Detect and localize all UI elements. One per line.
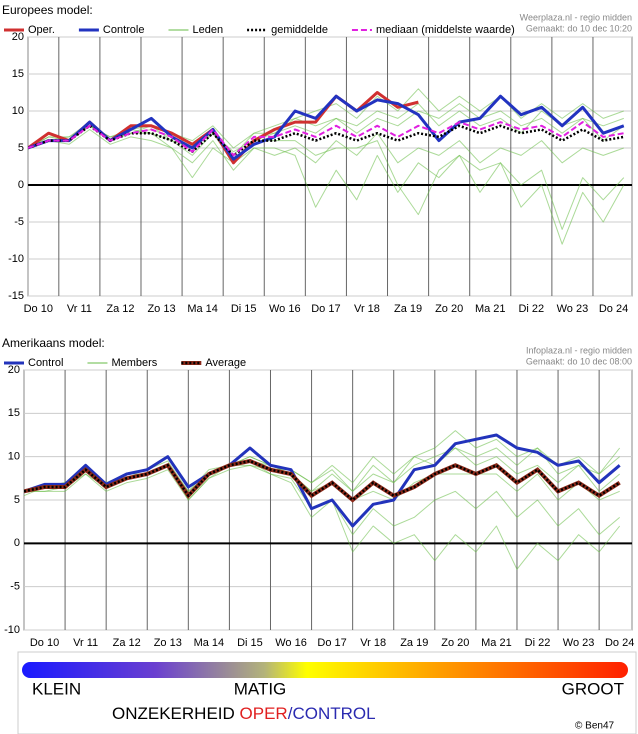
x-tick-label: Za 19 <box>394 303 422 315</box>
line <box>28 129 625 230</box>
y-tick-label: 20 <box>8 364 20 376</box>
y-tick-label: 5 <box>18 142 24 154</box>
x-tick-label: Ma 14 <box>187 303 218 315</box>
high-label: GROOT <box>562 679 624 698</box>
x-tick-label: Za 12 <box>113 637 141 649</box>
x-tick-label: Zo 20 <box>435 303 463 315</box>
y-tick-label: -10 <box>4 624 20 636</box>
x-tick-label: Do 17 <box>311 303 340 315</box>
legend-label: gemiddelde <box>271 24 328 36</box>
y-tick-label: 10 <box>12 105 24 117</box>
x-tick-label: Wo 23 <box>557 303 589 315</box>
legend-label: Control <box>28 357 63 369</box>
plot <box>28 88 625 245</box>
caption-text: ONZEKERHEID <box>112 704 235 723</box>
x-tick-label: Di 15 <box>237 637 263 649</box>
x-tick-label: Ma 21 <box>481 637 512 649</box>
line <box>24 464 620 536</box>
y-tick-label: -10 <box>8 253 24 265</box>
x-tick-label: Di 22 <box>518 303 544 315</box>
legend-label: Leden <box>192 24 223 36</box>
y-tick-label: 15 <box>8 407 20 419</box>
x-tick-label: Wo 16 <box>275 637 307 649</box>
y-tick-label: -15 <box>8 290 24 302</box>
y-tick-label: 0 <box>14 537 20 549</box>
line <box>28 94 625 161</box>
legend-label: mediaan (middelste waarde) <box>376 24 515 36</box>
legend-label: Average <box>205 357 246 369</box>
x-tick-label: Vr 11 <box>73 637 98 649</box>
control-text: /CONTROL <box>288 704 376 723</box>
x-tick-label: Wo 16 <box>269 303 301 315</box>
mid-label: MATIG <box>234 679 287 698</box>
x-tick-label: Di 15 <box>231 303 257 315</box>
oper-text: OPER <box>240 704 288 723</box>
x-tick-label: Do 10 <box>24 303 53 315</box>
plot <box>24 430 621 570</box>
x-tick-label: Do 24 <box>605 637 634 649</box>
x-tick-label: Za 19 <box>400 637 428 649</box>
legend-label: Controle <box>103 24 145 36</box>
x-tick-label: Vr 11 <box>67 303 92 315</box>
legend-label: Members <box>111 357 157 369</box>
line <box>24 433 621 528</box>
x-tick-label: Zo 13 <box>147 303 175 315</box>
line <box>28 121 624 157</box>
color-bar <box>22 662 628 678</box>
uncertainty-bar: KLEIN MATIG GROOT ONZEKERHEID OPER/CONTR… <box>17 651 637 734</box>
caption: ONZEKERHEID OPER/CONTROL <box>112 704 376 723</box>
plot-area <box>27 36 633 297</box>
legend-label: Oper. <box>28 24 55 36</box>
y-tick-label: 0 <box>18 179 24 191</box>
credit: Weerplaza.nl - regio midden <box>520 12 632 22</box>
y-tick-label: -5 <box>10 581 20 593</box>
x-tick-label: Zo 20 <box>441 637 469 649</box>
x-tick-label: Ma 14 <box>194 637 225 649</box>
x-tick-label: Wo 23 <box>563 637 595 649</box>
chart-title: Europees model: <box>2 3 93 17</box>
copyright: © Ben47 <box>575 721 615 732</box>
credit: Infoplaza.nl - regio midden <box>526 345 632 355</box>
x-tick-label: Vr 18 <box>360 637 386 649</box>
credit: Gemaakt: do 10 dec 10:20 <box>526 23 632 33</box>
x-tick-label: Vr 18 <box>354 303 380 315</box>
low-label: KLEIN <box>32 679 81 698</box>
y-tick-label: 20 <box>12 31 24 43</box>
x-tick-label: Za 12 <box>106 303 134 315</box>
chart-title: Amerikaans model: <box>2 336 105 350</box>
x-tick-label: Zo 13 <box>154 637 182 649</box>
x-tick-label: Do 10 <box>30 637 59 649</box>
x-tick-label: Ma 21 <box>475 303 506 315</box>
line <box>24 459 621 502</box>
credit: Gemaakt: do 10 dec 08:00 <box>526 356 632 366</box>
y-tick-label: 5 <box>14 494 20 506</box>
y-tick-label: 15 <box>12 68 24 80</box>
x-tick-label: Di 22 <box>525 637 551 649</box>
x-tick-label: Do 24 <box>599 303 628 315</box>
x-tick-label: Do 17 <box>317 637 346 649</box>
y-tick-label: 10 <box>8 451 20 463</box>
y-tick-label: -5 <box>14 216 24 228</box>
